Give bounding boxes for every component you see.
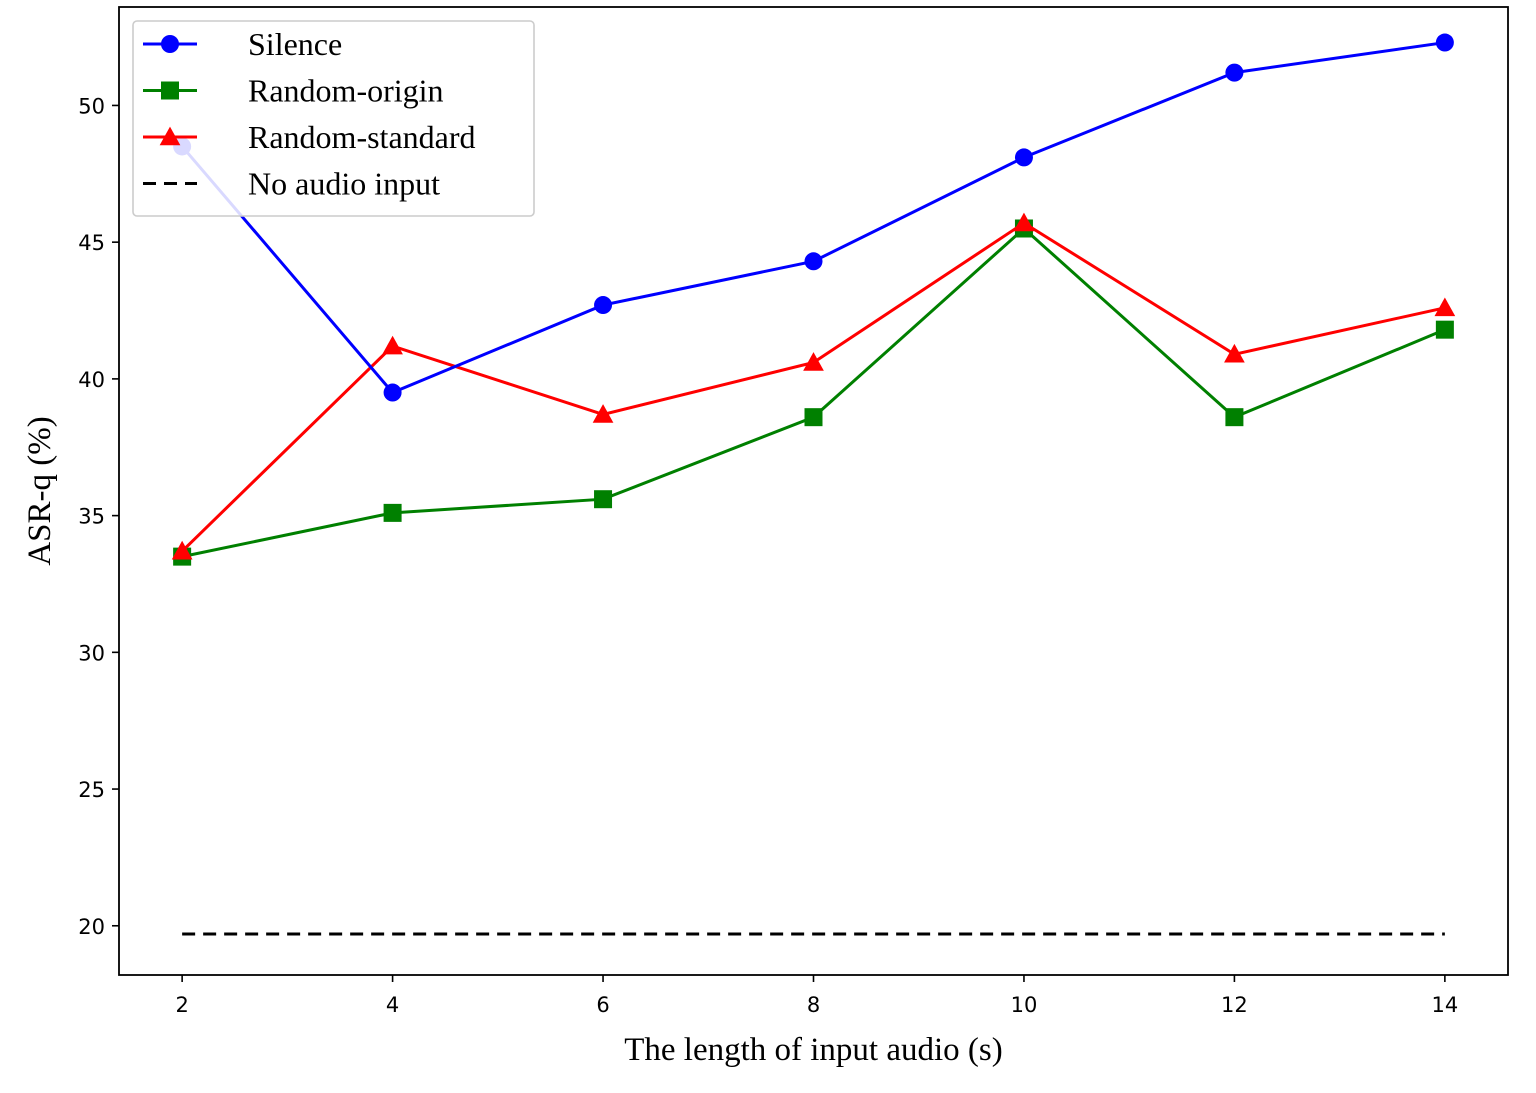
legend-label: Random-origin: [248, 73, 444, 109]
series-line: [181, 221, 1446, 553]
x-tick-label: 8: [807, 993, 820, 1017]
y-tick-label: 45: [78, 231, 105, 255]
legend-label: No audio input: [248, 166, 440, 202]
legend-item: Random-standard: [143, 119, 476, 155]
y-axis: 20 25 30 35 40 45 50: [78, 94, 119, 939]
legend-marker: [161, 35, 179, 53]
legend-item: Random-origin: [143, 73, 444, 109]
x-tick-label: 6: [596, 993, 609, 1017]
data-point: [1225, 63, 1244, 82]
legend-label: Random-standard: [248, 119, 476, 155]
series-random-standard: [171, 212, 1456, 560]
data-point: [383, 503, 402, 522]
data-point: [1434, 297, 1456, 317]
series-random-origin: [173, 219, 1454, 566]
series-line: [181, 226, 1446, 559]
y-tick-label: 25: [78, 778, 105, 802]
data-point: [804, 252, 823, 271]
legend-box: [132, 20, 535, 217]
data-point: [1435, 33, 1454, 52]
data-point: [804, 408, 823, 427]
x-tick-label: 12: [1221, 993, 1248, 1017]
legend: Silence Random-origin Random-standard No au…: [132, 20, 535, 217]
y-axis-label: ASR-q (%): [22, 416, 58, 565]
data-point: [1435, 320, 1454, 339]
x-tick-label: 2: [175, 993, 188, 1017]
data-point: [382, 335, 403, 355]
x-axis: 2 4 6 8 10 12 14: [175, 975, 1458, 1017]
y-tick-label: 50: [78, 94, 105, 118]
data-point: [1013, 212, 1035, 232]
x-tick-label: 14: [1431, 993, 1458, 1017]
y-tick-label: 30: [78, 641, 105, 665]
legend-item: Silence: [143, 26, 342, 62]
x-axis-label: The length of input audio (s): [624, 1032, 1003, 1068]
legend-marker: [159, 126, 181, 146]
x-tick-label: 10: [1011, 993, 1038, 1017]
data-point: [594, 296, 613, 315]
data-point: [803, 352, 824, 371]
data-point: [171, 540, 193, 560]
legend-item: No audio input: [143, 166, 440, 202]
data-point: [1224, 343, 1245, 363]
y-tick-label: 40: [78, 368, 105, 392]
data-point: [592, 404, 614, 423]
data-point: [594, 490, 613, 509]
y-tick-label: 35: [78, 505, 105, 529]
data-point: [383, 383, 402, 402]
data-point: [1225, 408, 1244, 427]
legend-label: Silence: [248, 26, 342, 62]
x-tick-label: 4: [386, 993, 399, 1017]
legend-marker: [161, 81, 179, 100]
y-tick-label: 20: [78, 915, 105, 939]
data-point: [1014, 148, 1033, 167]
